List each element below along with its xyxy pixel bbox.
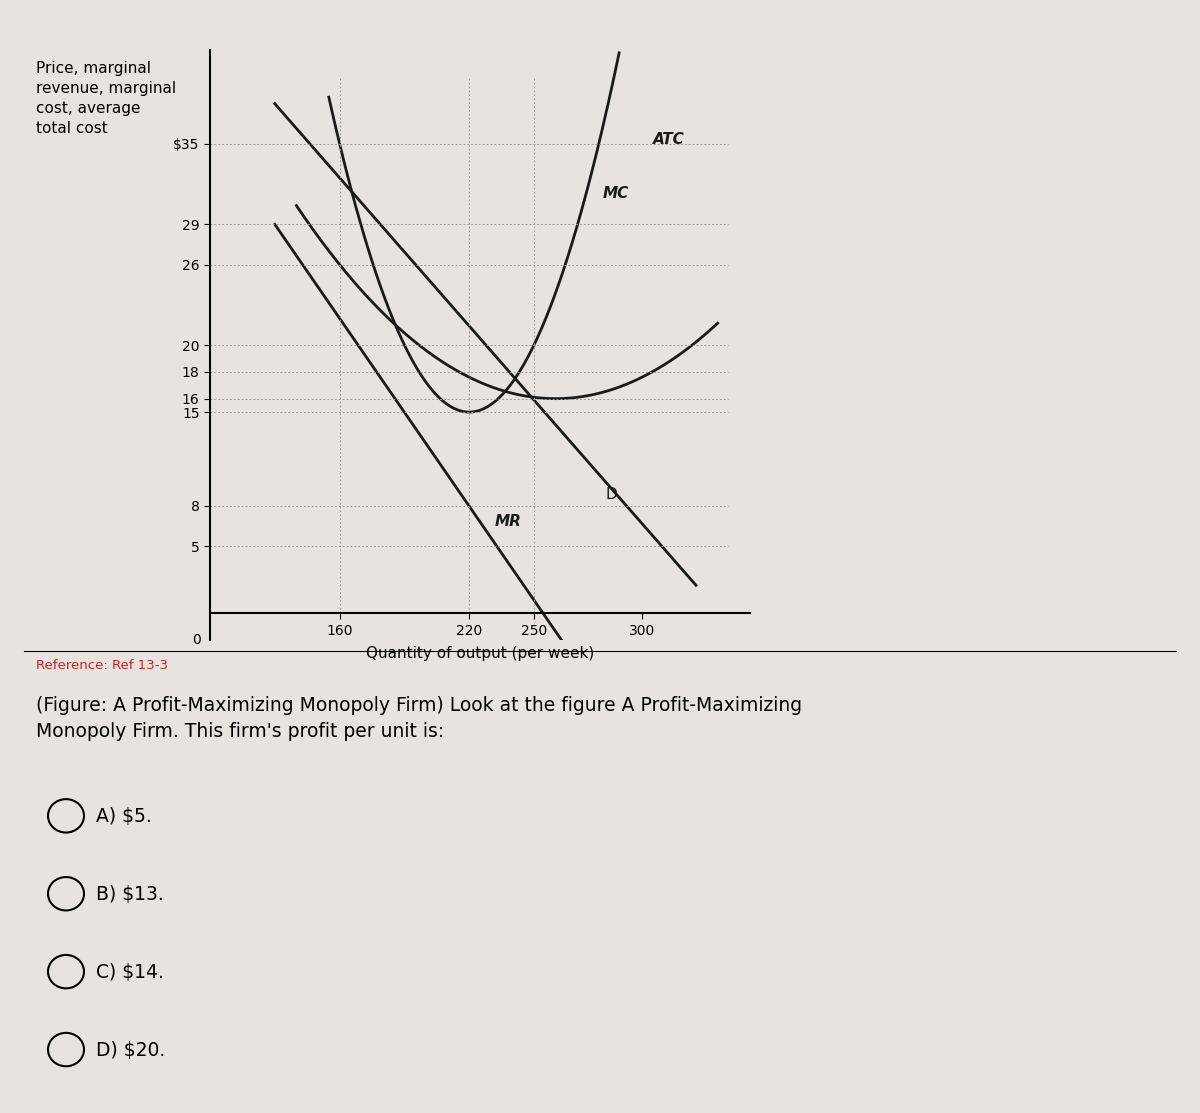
Text: A) $5.: A) $5. [96, 807, 151, 826]
Text: MR: MR [496, 514, 522, 529]
Text: Price, marginal
revenue, marginal
cost, average
total cost: Price, marginal revenue, marginal cost, … [36, 61, 176, 136]
X-axis label: Quantity of output (per week): Quantity of output (per week) [366, 646, 594, 661]
Text: C) $14.: C) $14. [96, 963, 164, 982]
Text: ATC: ATC [653, 132, 685, 147]
Text: Reference: Ref 13-3: Reference: Ref 13-3 [36, 659, 168, 672]
Text: 0: 0 [193, 633, 202, 648]
Text: D: D [605, 487, 617, 502]
Text: (Figure: A Profit-Maximizing Monopoly Firm) Look at the figure A Profit-Maximizi: (Figure: A Profit-Maximizing Monopoly Fi… [36, 696, 802, 741]
Text: D) $20.: D) $20. [96, 1041, 166, 1060]
Text: MC: MC [604, 186, 630, 200]
Text: B) $13.: B) $13. [96, 885, 163, 904]
